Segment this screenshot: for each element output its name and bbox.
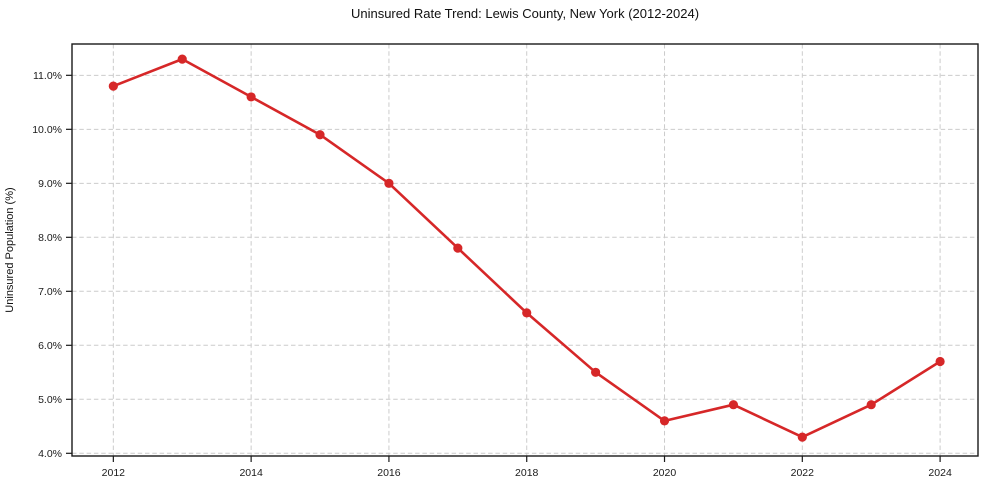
data-point-marker (453, 243, 463, 253)
y-tick-label: 4.0% (38, 448, 62, 460)
data-point-marker (728, 400, 739, 410)
y-tick-label: 8.0% (38, 232, 62, 244)
data-point-marker (935, 356, 945, 367)
x-axis: 2012 2014 2016 2018 2020 2022 2024 (102, 456, 952, 479)
y-tick-label: 10.0% (32, 124, 62, 136)
y-tick-label: 7.0% (38, 286, 62, 298)
data-point-marker (246, 92, 256, 102)
x-tick-label: 2018 (515, 467, 539, 479)
data-point-marker (591, 367, 601, 377)
data-point-marker (522, 308, 532, 318)
y-tick-label: 5.0% (38, 394, 62, 406)
x-tick-label: 2012 (102, 467, 126, 479)
y-axis: 4.0% 5.0% 6.0% 7.0% 8.0% 9.0% 10.0% 11.0% (32, 70, 72, 460)
y-tick-label: 6.0% (38, 340, 62, 352)
x-tick-label: 2024 (928, 467, 952, 479)
data-point-marker (177, 54, 187, 64)
y-tick-label: 9.0% (38, 178, 62, 190)
plot-border (71, 43, 979, 457)
gridlines (72, 44, 978, 456)
x-tick-label: 2020 (653, 467, 677, 479)
x-tick-label: 2016 (377, 467, 401, 479)
data-point-marker (384, 178, 394, 188)
data-point-marker (108, 81, 118, 91)
x-tick-label: 2022 (791, 467, 815, 479)
data-point-marker (797, 432, 807, 442)
x-tick-label: 2014 (239, 467, 263, 479)
data-point-marker (659, 416, 670, 426)
data-point-marker (866, 400, 876, 410)
y-tick-label: 11.0% (33, 70, 62, 82)
chart-title: Uninsured Rate Trend: Lewis County, New … (350, 6, 700, 21)
data-point-marker (315, 130, 325, 140)
